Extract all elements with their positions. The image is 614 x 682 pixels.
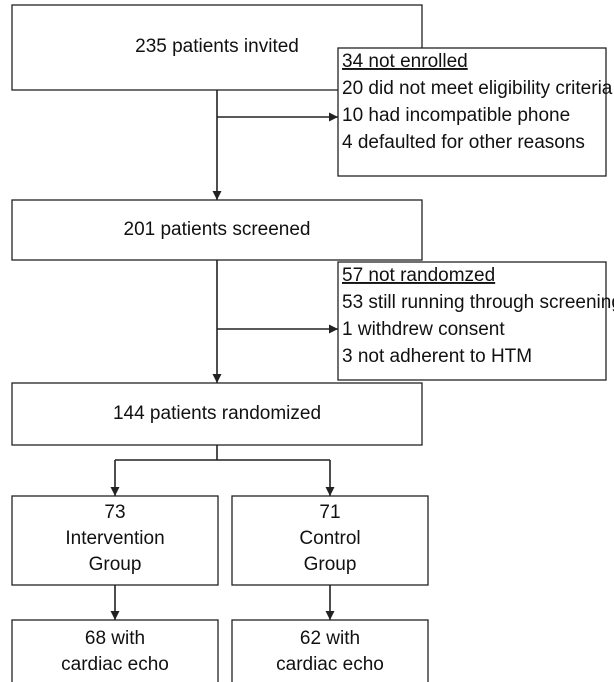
- box-text: 10 had incompatible phone: [342, 105, 570, 126]
- box-text: 71: [319, 502, 340, 523]
- box-text: 3 not adherent to HTM: [342, 346, 532, 367]
- box-text: 68 with: [85, 628, 145, 649]
- box-heading: 34 not enrolled: [342, 51, 468, 72]
- boxes: 235 patients invited 34 not enrolled 20 di…: [11, 4, 614, 682]
- box-text: Intervention: [65, 528, 164, 549]
- exclusion-box: [337, 47, 607, 177]
- box-text: 4 defaulted for other reasons: [342, 132, 585, 153]
- box-text: Control: [299, 528, 360, 549]
- box-text: Group: [89, 554, 142, 575]
- exclusion-box: [337, 261, 607, 381]
- box-text: 20 did not meet eligibility criteria: [342, 78, 613, 99]
- flow-box: [11, 382, 423, 446]
- flow-box: [11, 495, 219, 586]
- box-text: 1 withdrew consent: [342, 319, 505, 340]
- box-text: 53 still running through screening: [342, 292, 614, 313]
- box-text: cardiac echo: [276, 654, 384, 675]
- box-text: Group: [304, 554, 357, 575]
- box-heading: 57 not randomzed: [342, 265, 495, 286]
- flow-box: [231, 495, 429, 586]
- box-text: 235 patients invited: [135, 36, 299, 57]
- box-text: 201 patients screened: [124, 219, 311, 240]
- box-text: cardiac echo: [61, 654, 169, 675]
- flow-box: [231, 619, 429, 682]
- box-text: 144 patients randomized: [113, 403, 321, 424]
- flow-box: [11, 619, 219, 682]
- box-text: 62 with: [300, 628, 360, 649]
- flow-box: [11, 199, 423, 261]
- box-text: 73: [104, 502, 125, 523]
